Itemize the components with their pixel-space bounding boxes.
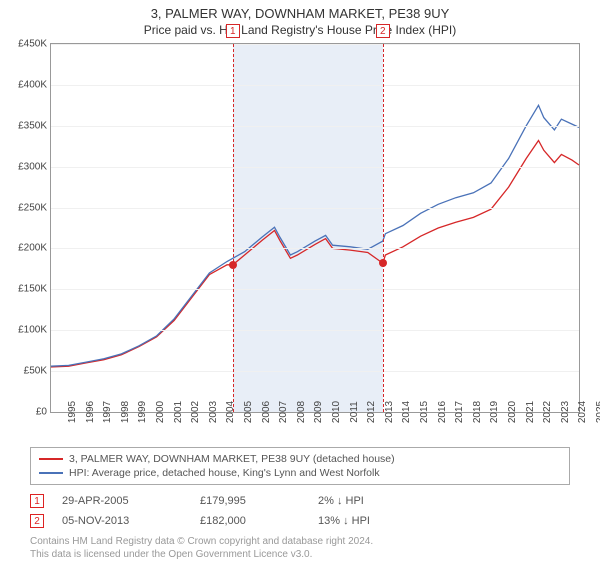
transaction-price: £179,995 [200,495,300,507]
event-marker-1: 1 [226,24,240,38]
event-marker-2: 2 [376,24,390,38]
x-axis-label: 2010 [315,401,330,423]
event-vline [233,44,234,412]
x-axis-label: 2025 [579,401,594,423]
gridline [51,330,579,331]
footer-attribution: Contains HM Land Registry data © Crown c… [30,535,570,561]
gridline [51,126,579,127]
legend-box: 3, PALMER WAY, DOWNHAM MARKET, PE38 9UY … [30,447,570,485]
y-axis-label: £150K [18,284,51,295]
y-axis-label: £250K [18,202,51,213]
y-axis-label: £400K [18,79,51,90]
x-axis-label: 2006 [245,401,260,423]
x-axis-label: 2016 [421,401,436,423]
x-axis-label: 1995 [51,401,66,423]
legend-row: 3, PALMER WAY, DOWNHAM MARKET, PE38 9UY … [39,452,561,466]
x-axis-label: 2001 [157,401,172,423]
chart-svg [51,44,579,412]
x-axis-label: 2003 [192,401,207,423]
transaction-price: £182,000 [200,515,300,527]
transaction-marker: 1 [30,494,44,508]
gridline [51,44,579,45]
transaction-marker: 2 [30,514,44,528]
transaction-delta: 13% ↓ HPI [318,515,418,527]
y-axis-label: £0 [36,407,51,418]
legend-row: HPI: Average price, detached house, King… [39,466,561,480]
y-axis-label: £100K [18,325,51,336]
legend-swatch [39,472,63,474]
y-axis-label: £50K [24,366,51,377]
x-axis-label: 2004 [209,401,224,423]
x-axis-label: 2015 [403,401,418,423]
x-axis-label: 2019 [473,401,488,423]
y-axis-label: £300K [18,161,51,172]
legend-swatch [39,458,63,460]
x-axis-label: 2023 [544,401,559,423]
price-point-dot [229,261,237,269]
gridline [51,371,579,372]
x-axis-label: 2013 [368,401,383,423]
y-axis-label: £450K [18,39,51,50]
x-axis-label: 2011 [333,401,348,423]
x-axis-label: 2014 [385,401,400,423]
x-axis-label: 2007 [262,401,277,423]
transaction-table: 1 29-APR-2005 £179,995 2% ↓ HPI 2 05-NOV-2013… [30,491,570,531]
gridline [51,248,579,249]
series-property [51,141,579,368]
event-vline [383,44,384,412]
gridline [51,208,579,209]
x-axis-label: 2005 [227,401,242,423]
transaction-date: 05-NOV-2013 [62,515,182,527]
x-axis-label: 2022 [526,401,541,423]
transaction-date: 29-APR-2005 [62,495,182,507]
page-subtitle: Price paid vs. HM Land Registry's House … [0,21,600,43]
x-axis-label: 2012 [350,401,365,423]
footer-line2: This data is licensed under the Open Gov… [30,548,570,561]
x-axis-label: 1998 [104,401,119,423]
legend-label: HPI: Average price, detached house, King… [69,467,380,479]
page-title: 3, PALMER WAY, DOWNHAM MARKET, PE38 9UY [0,0,600,21]
x-axis-label: 1999 [121,401,136,423]
transaction-row: 2 05-NOV-2013 £182,000 13% ↓ HPI [30,511,570,531]
x-axis-label: 2018 [456,401,471,423]
legend-label: 3, PALMER WAY, DOWNHAM MARKET, PE38 9UY … [69,453,395,465]
transaction-row: 1 29-APR-2005 £179,995 2% ↓ HPI [30,491,570,511]
chart-plot-area: £0£50K£100K£150K£200K£250K£300K£350K£400… [50,43,580,413]
x-axis-label: 2008 [280,401,295,423]
x-axis-label: 2000 [139,401,154,423]
series-hpi [51,105,579,366]
x-axis-label: 2024 [561,401,576,423]
gridline [51,289,579,290]
x-axis-label: 2017 [438,401,453,423]
price-point-dot [379,259,387,267]
footer-line1: Contains HM Land Registry data © Crown c… [30,535,570,548]
transaction-delta: 2% ↓ HPI [318,495,418,507]
x-axis-label: 2002 [174,401,189,423]
x-axis-label: 2020 [491,401,506,423]
gridline [51,167,579,168]
x-axis-label: 2021 [509,401,524,423]
gridline [51,85,579,86]
y-axis-label: £200K [18,243,51,254]
x-axis-label: 1996 [69,401,84,423]
y-axis-label: £350K [18,120,51,131]
x-axis-label: 2009 [297,401,312,423]
x-axis-label: 1997 [86,401,101,423]
